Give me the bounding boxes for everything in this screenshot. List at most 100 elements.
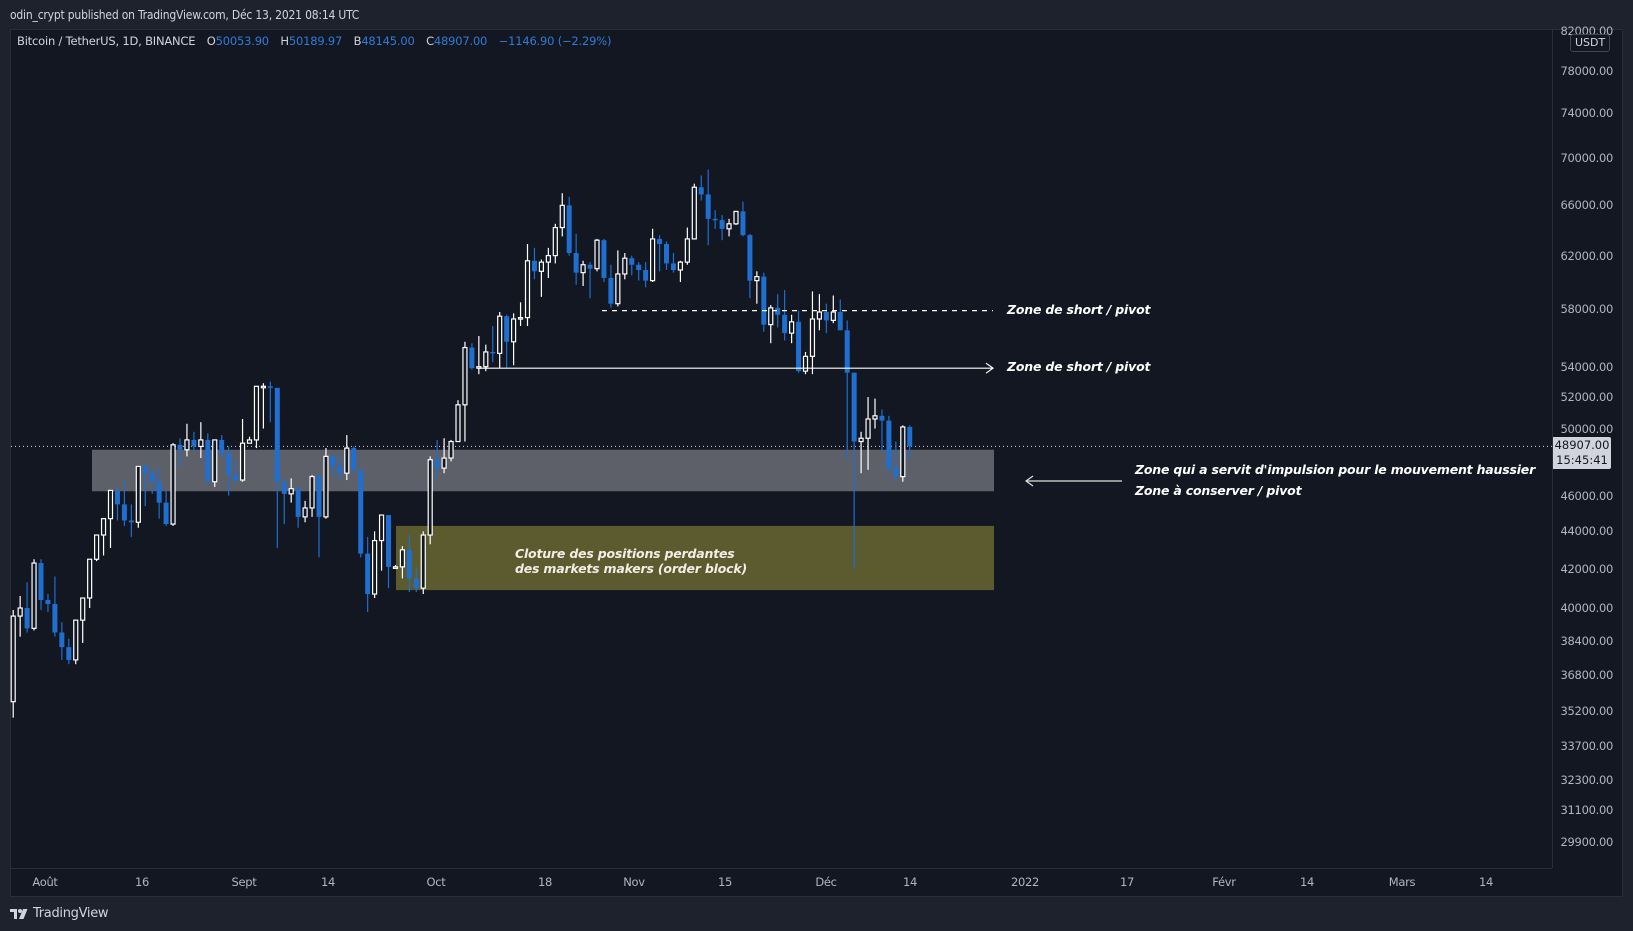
candle-body-down xyxy=(664,244,669,264)
last-price-tag: 48907.00 15:45:41 xyxy=(1553,437,1611,469)
candle-body-up xyxy=(107,489,114,520)
candle-body-down xyxy=(406,549,412,579)
candle-body-up xyxy=(691,186,697,240)
close-value: 48907.00 xyxy=(433,34,488,48)
candle-body-up xyxy=(816,311,823,320)
candle-body-down xyxy=(893,468,899,477)
price-axis[interactable]: 82000.00 78000.00 74000.00 70000.00 66000.00… xyxy=(1552,24,1622,868)
candle-body-up xyxy=(344,447,350,474)
candle-body-up xyxy=(830,311,836,321)
candle-body-up xyxy=(559,204,565,229)
order-block-zone[interactable] xyxy=(396,525,994,591)
candle-body-up xyxy=(372,539,378,595)
time-tick: 16 xyxy=(134,875,150,889)
candle-body-down xyxy=(274,387,280,482)
time-tick: 14 xyxy=(902,875,918,889)
candle-body-down xyxy=(657,238,663,245)
candle-body-up xyxy=(524,260,531,319)
time-tick: Mars xyxy=(1388,875,1416,889)
price-tick: 74000.00 xyxy=(1560,106,1614,121)
candle-body-down xyxy=(45,599,51,604)
candle-body-down xyxy=(698,187,704,195)
price-tick: 58000.00 xyxy=(1560,302,1614,317)
candle-body-up xyxy=(212,439,218,483)
candle-body-down xyxy=(177,444,183,450)
candle-body-up xyxy=(399,549,405,568)
candle-body-up xyxy=(768,307,774,326)
annotation-order-block-line2: des markets makers (order block) xyxy=(515,561,747,576)
candle-body-down xyxy=(629,258,635,265)
candle-body-up xyxy=(511,318,517,343)
time-tick: 17 xyxy=(1119,875,1135,889)
time-tick: 2022 xyxy=(1010,875,1040,889)
low-label: B xyxy=(353,34,362,48)
time-tick: Sept xyxy=(231,875,257,889)
candle-body-down xyxy=(386,515,391,567)
candle-body-down xyxy=(59,632,65,648)
annotation-order-block-line1: Cloture des positions perdantes xyxy=(515,546,735,561)
candle-body-down xyxy=(330,456,336,467)
candle-body-up xyxy=(10,615,16,703)
high-value: 50189.97 xyxy=(288,34,343,48)
candle-body-up xyxy=(517,316,524,320)
symbol-name[interactable]: Bitcoin / TetherUS, 1D, BINANCE xyxy=(17,34,196,48)
time-tick: 14 xyxy=(1478,875,1494,889)
candle-body-down xyxy=(469,347,475,369)
candle-body-up xyxy=(198,439,204,448)
candle-body-down xyxy=(907,426,913,447)
open-value: 50053.90 xyxy=(215,34,269,48)
last-price-value: 48907.00 xyxy=(1554,438,1610,452)
candle-body-up xyxy=(427,459,433,536)
candle-body-down xyxy=(705,194,711,219)
candle-body-down xyxy=(351,448,357,470)
candle-body-down xyxy=(365,553,371,595)
price-tick: 66000.00 xyxy=(1560,198,1614,213)
candle-body-up xyxy=(677,261,684,271)
candle-body-up xyxy=(80,597,86,621)
candle-body-down xyxy=(191,439,197,447)
bar-countdown: 15:45:41 xyxy=(1556,453,1608,467)
candle-body-up xyxy=(253,385,260,441)
ohlc-legend: Bitcoin / TetherUS, 1D, BINANCE O50053.9… xyxy=(17,34,611,48)
price-tick: 29900.00 xyxy=(1560,835,1614,849)
currency-badge[interactable]: USDT xyxy=(1570,34,1611,52)
time-tick: 14 xyxy=(320,875,336,889)
candle-body-down xyxy=(52,603,58,633)
candle-body-up xyxy=(545,255,551,263)
candle-body-up xyxy=(420,534,426,589)
price-tick: 32300.00 xyxy=(1560,772,1614,787)
candle-body-down xyxy=(114,490,120,505)
candle-body-down xyxy=(608,277,614,304)
candle-body-down xyxy=(142,466,148,474)
time-tick: Déc xyxy=(815,875,837,889)
time-axis[interactable]: Août 16 Sept 14 Oct 18 Nov 15 Déc 14 2022 17 Févr 14 M… xyxy=(11,868,1552,896)
candle-body-up xyxy=(552,226,558,257)
candle-body-down xyxy=(643,269,649,281)
candle-body-down xyxy=(775,307,781,315)
candle-body-down xyxy=(670,263,676,270)
candle-body-up xyxy=(858,437,864,443)
candle-body-up xyxy=(184,439,190,451)
candle-body-up xyxy=(302,507,308,518)
candle-body-down xyxy=(587,264,593,269)
candle-body-up xyxy=(87,558,93,599)
candle-body-up xyxy=(260,385,266,389)
candle-body-down xyxy=(504,316,510,342)
candle-body-down xyxy=(413,578,419,589)
candle-body-down xyxy=(128,520,134,523)
candle-body-up xyxy=(239,442,246,481)
candle-body-down xyxy=(163,502,169,525)
candle-body-down xyxy=(66,647,72,660)
high-label: H xyxy=(280,34,289,48)
candle-body-up xyxy=(684,238,690,263)
publish-info: odin_crypt published on TradingView.com,… xyxy=(10,8,360,22)
footer-brand[interactable]: TradingView xyxy=(10,903,109,925)
time-tick: 15 xyxy=(717,875,733,889)
candle-body-up xyxy=(865,418,871,439)
open-label: O xyxy=(206,34,216,48)
candle-body-up xyxy=(309,476,315,509)
candle-body-down xyxy=(434,459,440,469)
time-tick: Nov xyxy=(623,875,645,889)
candle-body-down xyxy=(490,351,496,354)
